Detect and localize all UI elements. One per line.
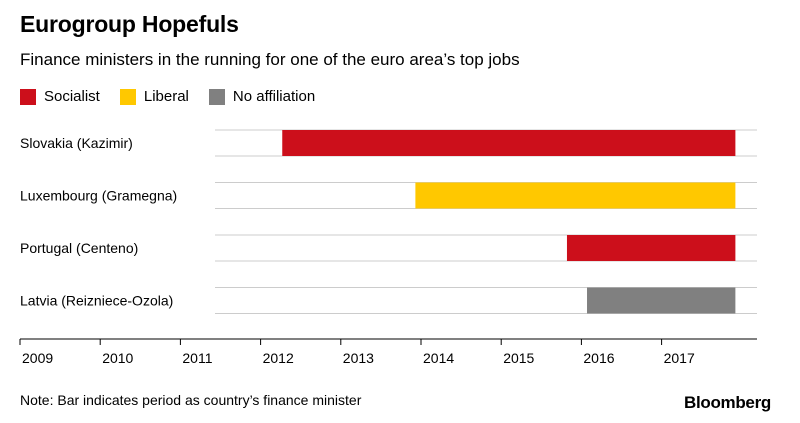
chart-title: Eurogroup Hopefuls: [20, 11, 239, 37]
bloomberg-logo: Bloomberg: [683, 393, 771, 412]
legend-item-no-affiliation: No affiliation: [208, 88, 316, 105]
legend-swatch-liberal: [119, 88, 136, 105]
x-tick-label-2014: 2014: [423, 350, 454, 366]
row-label-slovakia-kazimir: Slovakia (Kazimir): [20, 135, 133, 151]
x-tick-label-2009: 2009: [22, 350, 53, 366]
bar-portugal-centeno: [566, 235, 736, 261]
legend-swatch-socialist: [20, 88, 36, 105]
row-label-portugal-centeno: Portugal (Centeno): [20, 240, 138, 256]
bar-latvia-reizniece-ozola: [587, 287, 736, 314]
legend-label-no-affiliation: No affiliation: [232, 88, 316, 105]
x-tick-label-2015: 2015: [503, 350, 534, 366]
legend-item-liberal: Liberal: [119, 88, 189, 105]
x-tick-label-2010: 2010: [102, 350, 133, 366]
legend: Socialist Liberal No affiliation: [20, 88, 335, 105]
x-tick-label-2017: 2017: [664, 350, 695, 366]
x-tick-label-2012: 2012: [263, 350, 294, 366]
row-label-latvia-reizniece-ozola: Latvia (Reizniece-Ozola): [20, 293, 173, 309]
legend-label-liberal: Liberal: [143, 88, 189, 105]
x-tick-label-2016: 2016: [583, 350, 614, 366]
bar-luxembourg-gramegna: [415, 182, 736, 209]
chart-note: Note: Bar indicates period as country’s …: [20, 392, 362, 408]
x-tick-label-2011: 2011: [182, 350, 212, 366]
legend-swatch-no-affiliation: [208, 88, 225, 105]
bar-slovakia-kazimir: [282, 130, 736, 156]
legend-item-socialist: Socialist: [20, 88, 100, 105]
row-label-luxembourg-gramegna: Luxembourg (Gramegna): [20, 188, 177, 204]
x-tick-label-2013: 2013: [343, 350, 374, 366]
chart-subtitle: Finance ministers in the running for one…: [20, 50, 520, 69]
legend-label-socialist: Socialist: [44, 88, 100, 105]
